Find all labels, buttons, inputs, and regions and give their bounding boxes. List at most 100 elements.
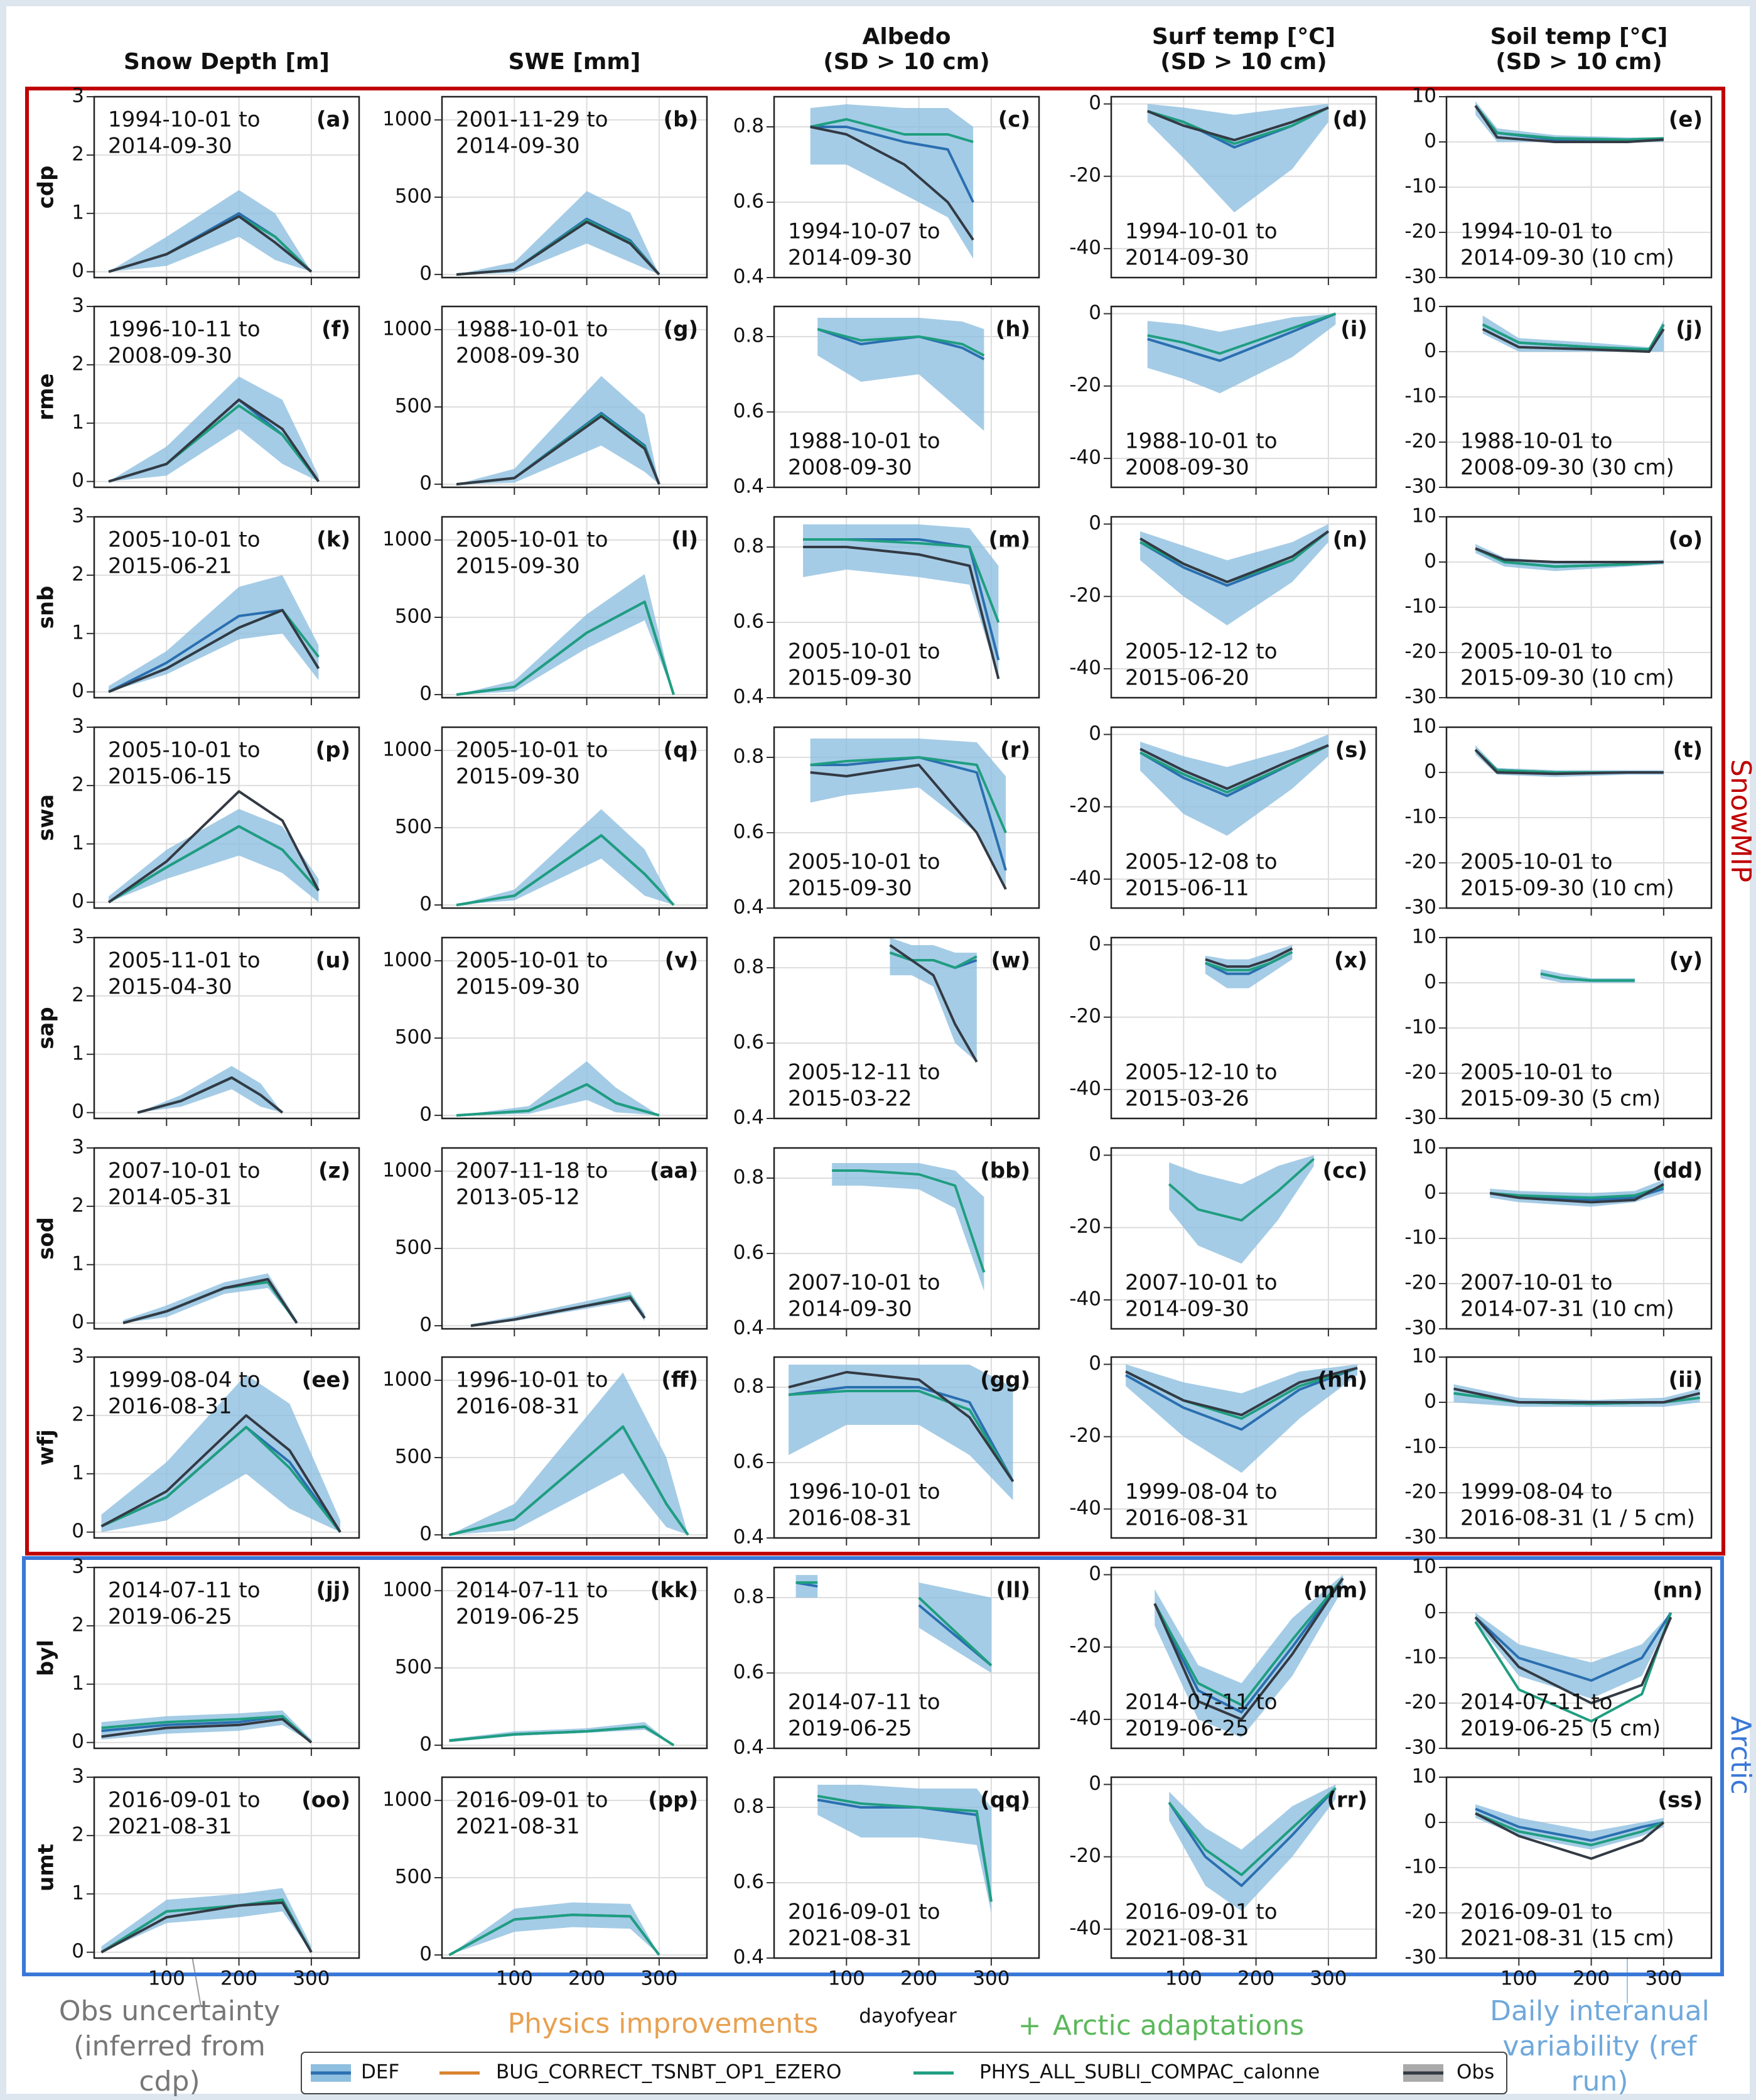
variability-band	[137, 1066, 283, 1113]
y-tick-label: 500	[395, 1656, 432, 1679]
panel-border	[773, 1147, 1040, 1330]
period-text: 2015-06-20	[1125, 666, 1249, 691]
period-text: 2005-12-11 to	[788, 1060, 940, 1085]
y-tick-label: 0.6	[733, 1242, 764, 1264]
period-text: 2019-06-25	[108, 1605, 232, 1630]
y-tick-label: 500	[395, 1866, 432, 1888]
panel-border	[1445, 1776, 1713, 1959]
panel-border	[441, 95, 708, 279]
period-text: 1999-08-04 to	[1125, 1480, 1278, 1505]
period-text: 2014-07-11 to	[1460, 1690, 1613, 1715]
y-tick-label: 0	[1424, 1390, 1436, 1413]
y-tick-label: 0	[1089, 301, 1101, 324]
y-tick-label: 0.4	[733, 1736, 764, 1759]
series-line	[810, 118, 974, 143]
period-text: 2005-10-01 to	[1460, 850, 1613, 875]
y-tick-label: -20	[1069, 584, 1101, 607]
y-tick-label: -20	[1404, 430, 1436, 453]
period-text: 2016-09-01 to	[108, 1788, 261, 1813]
panel-border	[1445, 936, 1713, 1120]
period-text: 2014-09-30	[1125, 246, 1249, 271]
y-tick-label: -20	[1069, 164, 1101, 187]
series-line	[1475, 547, 1664, 563]
y-tick-label: 500	[395, 1446, 432, 1468]
panel-letter: (ee)	[302, 1368, 350, 1393]
panel-letter: (h)	[996, 317, 1030, 342]
y-tick-label: 0.8	[733, 115, 764, 138]
variability-band	[1475, 745, 1664, 777]
series-line	[470, 1296, 646, 1328]
panel-border	[93, 936, 360, 1120]
series-line	[108, 398, 320, 483]
period-text: 2021-08-31 (15 cm)	[1460, 1926, 1674, 1951]
period-text: 2015-09-30	[788, 876, 912, 901]
panel-border	[441, 1147, 708, 1330]
panel-border	[773, 726, 1040, 909]
period-text: 2015-06-11	[1125, 876, 1249, 901]
y-tick-label: -20	[1404, 1481, 1436, 1503]
panel-border	[773, 1356, 1040, 1539]
series-line	[108, 825, 320, 904]
period-text: 2015-09-30	[456, 554, 580, 579]
y-tick-label: -10	[1404, 1646, 1436, 1669]
y-tick-label: -40	[1069, 446, 1101, 468]
series-line	[810, 126, 974, 203]
panel-letter: (gg)	[980, 1368, 1030, 1393]
panel-border	[441, 1356, 708, 1539]
period-text: 2014-09-30	[1125, 1297, 1249, 1322]
panel-letter: (t)	[1673, 738, 1703, 763]
y-tick-label: 0	[72, 679, 84, 702]
y-tick-label: 0	[1089, 92, 1101, 114]
y-tick-label: 0.4	[733, 1317, 764, 1340]
panel-border	[773, 1566, 1040, 1750]
series-line	[810, 126, 974, 241]
y-tick-label: 2	[72, 563, 84, 585]
series-line	[1474, 105, 1664, 141]
y-tick-label: 0.4	[733, 896, 764, 919]
panel-border	[1110, 305, 1377, 489]
x-axis-label: dayofyear	[859, 2005, 957, 2028]
y-tick-label: 1000	[382, 1578, 432, 1601]
panel-border	[1445, 1147, 1713, 1330]
y-tick-label: 10	[1412, 295, 1436, 317]
y-tick-label: 10	[1412, 505, 1436, 528]
period-text: 2016-08-31	[788, 1506, 912, 1531]
y-tick-label: 10	[1412, 1765, 1436, 1788]
panel-border	[93, 305, 360, 489]
panel-border	[93, 1776, 360, 1959]
y-tick-label: -10	[1404, 806, 1436, 828]
panel-border	[441, 516, 708, 699]
panel-letter: (mm)	[1303, 1578, 1367, 1603]
panel-letter: (nn)	[1653, 1578, 1703, 1603]
panel-frame	[94, 1148, 359, 1329]
y-tick-label: 1	[72, 1881, 84, 1904]
series-line	[788, 1390, 1015, 1483]
period-text: 1988-10-01 to	[1125, 429, 1278, 454]
y-tick-label: 1	[72, 411, 84, 433]
panel-border	[93, 516, 360, 699]
y-tick-label: 0	[1424, 760, 1436, 783]
series-line	[1168, 1157, 1315, 1222]
panel-letter: (a)	[316, 107, 350, 133]
panel-border	[93, 1147, 360, 1330]
period-text: 2014-07-11 to	[456, 1578, 608, 1603]
period-text: 2005-10-01 to	[456, 948, 608, 973]
y-tick-label: 3	[72, 1765, 84, 1788]
panel-border	[773, 516, 1040, 699]
series-line	[1139, 530, 1330, 583]
series-line	[1125, 1367, 1358, 1431]
y-tick-label: 2	[72, 1823, 84, 1846]
panel-letter: (o)	[1669, 528, 1703, 553]
annotation: variability (ref	[1502, 2030, 1698, 2062]
y-tick-label: 0.6	[733, 1871, 764, 1893]
y-tick-label: -20	[1404, 1272, 1436, 1294]
panel-border	[1110, 1147, 1377, 1330]
annotation: Obs uncertainty	[59, 1995, 280, 2027]
row-label: wfj	[34, 1429, 59, 1466]
period-text: 2014-09-30	[788, 246, 912, 271]
panel-border	[1445, 1356, 1713, 1539]
y-tick-label: 0	[1424, 550, 1436, 573]
y-tick-label: 2	[72, 983, 84, 1006]
panel-letter: (cc)	[1323, 1159, 1367, 1184]
period-text: 2013-05-12	[456, 1185, 580, 1210]
